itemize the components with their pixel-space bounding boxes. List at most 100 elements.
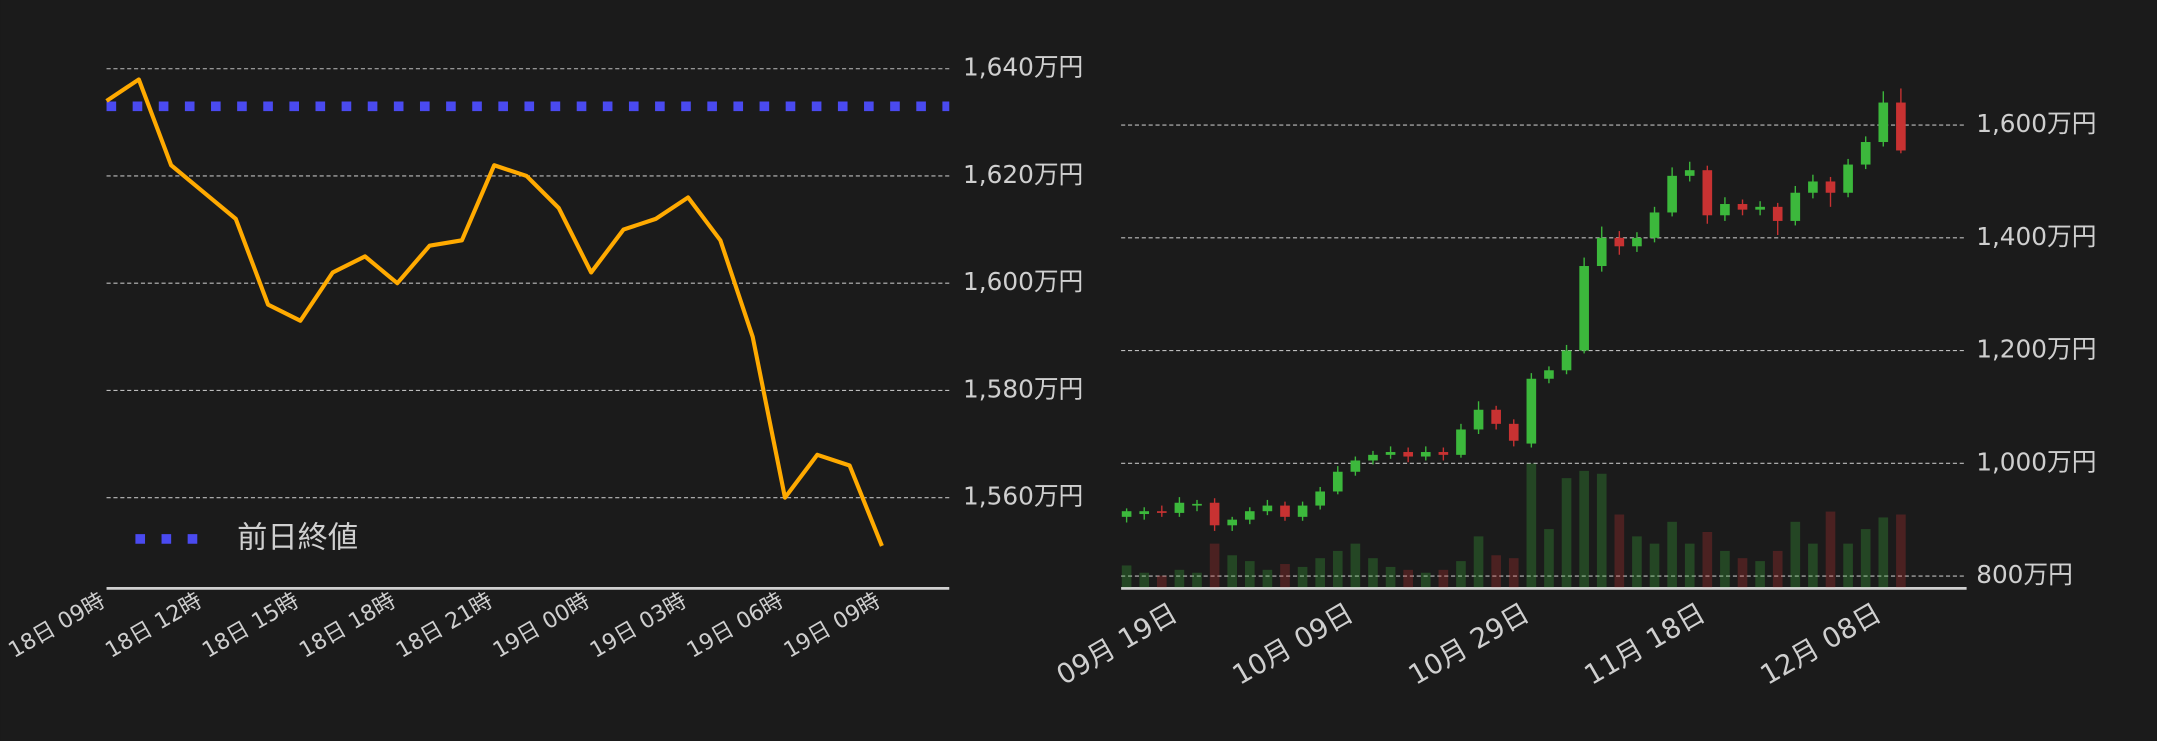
candle-body (1385, 452, 1396, 455)
candle-body (1280, 505, 1290, 517)
volume-bar (1649, 543, 1660, 588)
candle-body (1808, 181, 1818, 193)
candle-body (1878, 102, 1889, 143)
y-tick-label: 1,620万円 (963, 160, 1083, 189)
volume-bar (1772, 550, 1783, 588)
volume-bar (1473, 536, 1484, 588)
volume-bar (1227, 555, 1238, 588)
volume-bar (1491, 555, 1501, 588)
candle-body (1438, 452, 1449, 455)
volume-bar (1632, 536, 1642, 588)
volume-bar (1596, 473, 1607, 588)
volume-bar (1860, 529, 1871, 588)
candle-body (1420, 452, 1431, 457)
y-tick-label: 1,400万円 (1976, 222, 2096, 251)
y-tick-label: 1,640万円 (963, 53, 1083, 82)
volume-bar (1808, 543, 1818, 588)
y-tick-label: 1,000万円 (1976, 447, 2096, 476)
volume-bar (1526, 463, 1537, 588)
volume-bar (1174, 569, 1185, 588)
volume-bar (1878, 517, 1889, 588)
candle-body (1315, 491, 1325, 506)
candle-body (1579, 266, 1589, 351)
candle-body (1860, 142, 1871, 165)
y-tick-label: 1,600万円 (963, 267, 1083, 296)
y-tick-label: 800万円 (1976, 560, 2073, 589)
y-tick-label: 1,560万円 (963, 482, 1083, 511)
candle-body (1297, 505, 1308, 517)
volume-bar (1579, 470, 1589, 588)
volume-bar (1209, 543, 1220, 588)
candle-body (1596, 237, 1607, 267)
volume-bar (1332, 550, 1343, 588)
candle-body (1508, 423, 1519, 441)
candle-body (1755, 206, 1765, 210)
candle-body (1790, 192, 1801, 221)
volume-bar (1456, 561, 1466, 588)
volume-bar (1702, 531, 1713, 588)
volume-bar (1315, 558, 1325, 588)
volume-bar (1297, 566, 1308, 588)
candle-body (1614, 237, 1625, 247)
candle-body (1684, 170, 1695, 176)
volume-bar (1385, 566, 1396, 588)
volume-bar (1438, 569, 1449, 588)
candle-body (1156, 511, 1167, 513)
y-tick-label: 1,580万円 (963, 374, 1083, 403)
candle-body (1262, 505, 1273, 512)
candle-body (1491, 409, 1501, 424)
candle-body (1192, 503, 1202, 506)
volume-bar (1280, 564, 1290, 588)
volume-bar (1508, 558, 1519, 588)
candle-body (1121, 511, 1132, 517)
candle-body (1825, 181, 1836, 193)
legend-label: 前日終値 (237, 520, 358, 555)
candle-body (1720, 204, 1730, 216)
candle-body (1209, 502, 1220, 526)
volume-bar (1403, 569, 1413, 588)
volume-bar (1244, 561, 1255, 588)
candle-body (1896, 102, 1906, 151)
candle-body (1544, 370, 1554, 379)
candle-body (1632, 237, 1642, 247)
volume-bar (1262, 569, 1273, 588)
volume-bar (1121, 565, 1132, 588)
candle-body (1332, 471, 1343, 492)
candle-body (1561, 350, 1572, 371)
volume-bar (1684, 543, 1695, 588)
candle-body (1403, 452, 1413, 457)
volume-bar (1139, 572, 1150, 588)
volume-bar (1368, 558, 1378, 588)
volume-bar (1192, 572, 1202, 588)
volume-bar (1737, 558, 1748, 588)
candle-body (1649, 212, 1660, 238)
candle-body (1667, 175, 1677, 213)
volume-bar (1420, 572, 1431, 588)
volume-bar (1825, 511, 1836, 588)
volume-bar (1896, 514, 1906, 588)
volume-bar (1843, 543, 1853, 588)
candle-body (1526, 378, 1537, 444)
candle-body (1737, 204, 1748, 210)
volume-bar (1790, 521, 1801, 588)
price-line (105, 77, 884, 547)
y-tick-label: 1,200万円 (1976, 335, 2096, 364)
candle-body (1473, 409, 1484, 430)
candle-body (1244, 511, 1255, 520)
y-tick-label: 1,600万円 (1976, 109, 2096, 138)
volume-bar (1561, 478, 1572, 588)
volume-bar (1544, 529, 1554, 588)
volume-bar (1156, 575, 1167, 588)
candle-body (1843, 164, 1853, 193)
volume-bar (1667, 521, 1677, 588)
candle-body (1350, 460, 1361, 472)
candle-body (1456, 429, 1466, 455)
candle-body (1368, 454, 1378, 461)
candle-body (1702, 170, 1713, 216)
volume-bar (1614, 514, 1625, 588)
volume-bar (1720, 550, 1730, 588)
volume-bar (1350, 543, 1361, 588)
